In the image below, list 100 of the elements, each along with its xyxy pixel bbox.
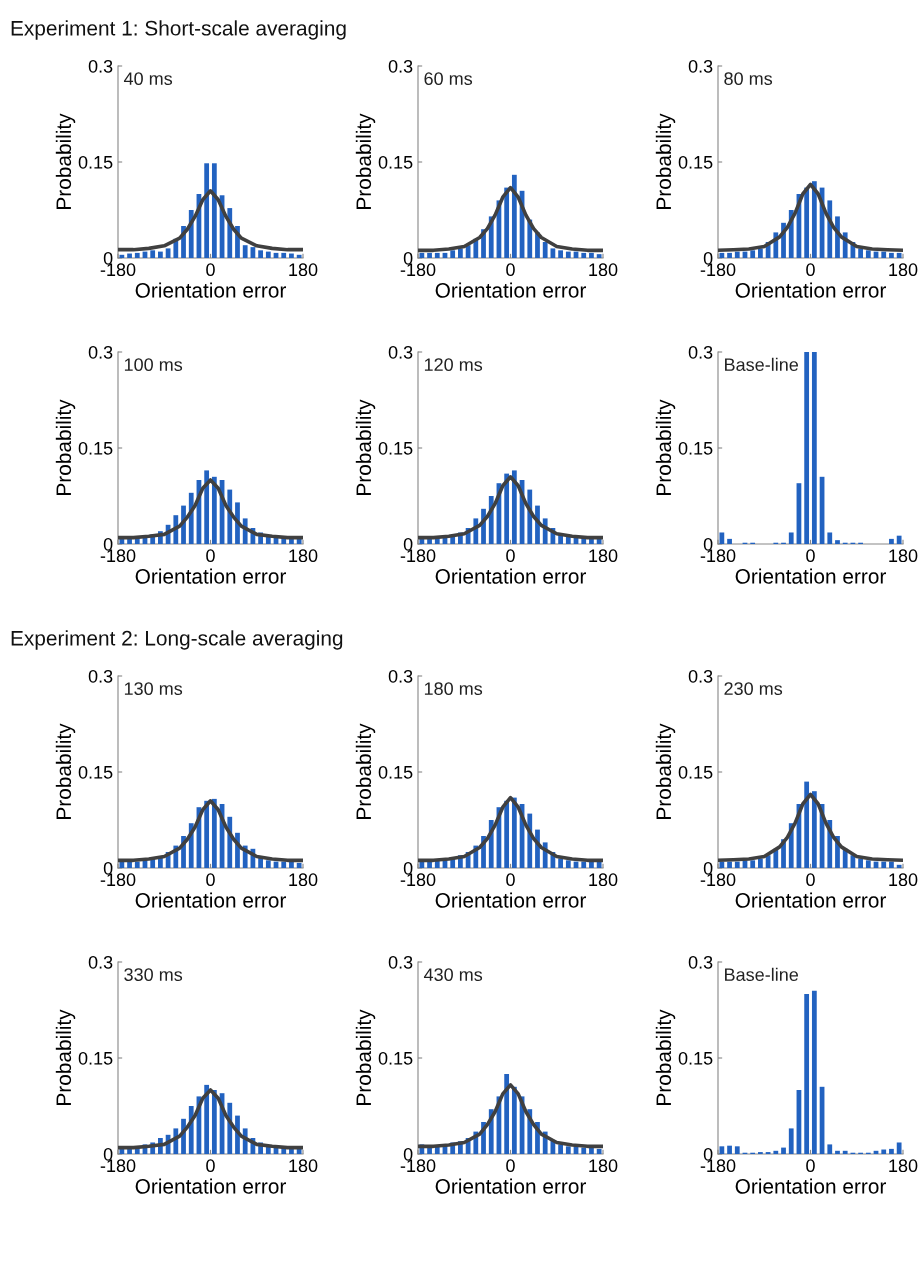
- chart-title: Base-line: [725, 967, 799, 982]
- x-tick-label: 0: [806, 549, 815, 563]
- x-axis-title: Orientation error: [735, 568, 886, 584]
- y-tick-label: 0: [103, 537, 113, 551]
- y-tick-label: 0.15: [78, 155, 113, 169]
- y-tick-label: 0.3: [688, 955, 713, 969]
- x-tick-label: 0: [806, 263, 815, 277]
- y-tick-label: 0.15: [678, 155, 713, 169]
- y-tick-label: 0.15: [78, 765, 113, 779]
- text: Experiment 2: Long-scale averaging: [11, 630, 343, 650]
- text: Experiment 1: Short-scale averaging: [11, 20, 346, 40]
- chart-title: 80 ms: [724, 72, 773, 86]
- x-tick-label: -180: [400, 263, 436, 277]
- x-tick-label: -180: [400, 1159, 436, 1173]
- y-tick-label: 0.15: [78, 1051, 113, 1065]
- y-axis-title: Probability: [55, 1009, 76, 1105]
- y-tick-label: 0: [703, 537, 713, 551]
- y-tick-label: 0: [403, 861, 413, 875]
- y-axis-title: Probability: [355, 723, 376, 819]
- y-axis-title: Probability: [355, 1009, 376, 1105]
- x-tick-label: 0: [506, 263, 515, 277]
- y-tick-label: 0: [703, 861, 713, 875]
- y-tick-label: 0.3: [88, 669, 113, 683]
- chart-title: 60 ms: [424, 72, 473, 86]
- y-tick-label: 0.3: [388, 345, 413, 359]
- x-tick-label: -180: [100, 263, 136, 277]
- y-axis-title: Probability: [655, 399, 676, 495]
- x-tick-label: 180: [289, 263, 318, 277]
- x-tick-label: 180: [889, 549, 918, 563]
- x-tick-label: 180: [289, 1159, 318, 1173]
- x-tick-label: 0: [806, 873, 815, 887]
- chart-title: 130 ms: [124, 682, 183, 696]
- x-axis-title: Orientation error: [135, 1178, 286, 1194]
- x-tick-label: 0: [506, 1159, 515, 1173]
- x-tick-label: -180: [700, 263, 736, 277]
- y-tick-label: 0: [403, 537, 413, 551]
- y-tick-label: 0.15: [378, 155, 413, 169]
- x-tick-label: -180: [700, 1159, 736, 1173]
- y-axis-title: Probability: [55, 399, 76, 495]
- x-tick-label: 0: [506, 549, 515, 563]
- y-tick-label: 0.15: [378, 765, 413, 779]
- x-tick-label: -180: [400, 873, 436, 887]
- y-tick-label: 0.3: [88, 955, 113, 969]
- x-axis-title: Orientation error: [435, 568, 586, 584]
- y-tick-label: 0.15: [78, 441, 113, 455]
- x-tick-label: 180: [589, 263, 618, 277]
- x-axis-title: Orientation error: [135, 892, 286, 908]
- x-tick-label: 180: [889, 873, 918, 887]
- x-tick-label: -180: [100, 873, 136, 887]
- x-axis-title: Orientation error: [435, 892, 586, 908]
- y-tick-label: 0.15: [678, 441, 713, 455]
- y-axis-title: Probability: [655, 723, 676, 819]
- x-tick-label: 180: [889, 1159, 918, 1173]
- y-tick-label: 0.3: [388, 59, 413, 73]
- y-axis-title: Probability: [55, 113, 76, 209]
- y-tick-label: 0.15: [678, 1051, 713, 1065]
- y-tick-label: 0.15: [378, 1051, 413, 1065]
- x-tick-label: 0: [206, 263, 215, 277]
- y-tick-label: 0: [403, 1147, 413, 1161]
- y-tick-label: 0: [103, 861, 113, 875]
- x-tick-label: 0: [506, 873, 515, 887]
- chart-title: 120 ms: [424, 358, 483, 372]
- x-axis-title: Orientation error: [435, 1178, 586, 1194]
- y-tick-label: 0.15: [378, 441, 413, 455]
- chart-title: Base-line: [725, 357, 799, 372]
- x-tick-label: -180: [400, 549, 436, 563]
- y-tick-label: 0.15: [678, 765, 713, 779]
- x-tick-label: 180: [589, 873, 618, 887]
- chart-title: 180 ms: [424, 682, 483, 696]
- x-axis-title: Orientation error: [135, 282, 286, 298]
- chart-title: 430 ms: [423, 968, 483, 982]
- y-axis-title: Probability: [655, 1009, 676, 1105]
- y-tick-label: 0: [103, 1147, 113, 1161]
- x-tick-label: 0: [206, 1159, 215, 1173]
- x-axis-title: Orientation error: [135, 568, 286, 584]
- y-tick-label: 0.3: [688, 345, 713, 359]
- x-tick-label: 180: [589, 1159, 618, 1173]
- x-tick-label: -180: [100, 1159, 136, 1173]
- x-axis-title: Orientation error: [735, 282, 886, 298]
- x-axis-title: Orientation error: [735, 1178, 886, 1194]
- y-axis-title: Probability: [655, 113, 676, 209]
- chart-title: 330 ms: [124, 968, 183, 982]
- x-tick-label: 0: [206, 873, 215, 887]
- x-tick-label: 180: [289, 873, 318, 887]
- y-tick-label: 0: [103, 251, 113, 265]
- y-tick-label: 0: [703, 1147, 713, 1161]
- x-tick-label: 180: [589, 549, 618, 563]
- x-tick-label: -180: [700, 549, 736, 563]
- y-tick-label: 0.3: [388, 955, 413, 969]
- y-tick-label: 0.3: [88, 345, 113, 359]
- x-tick-label: 0: [206, 549, 215, 563]
- x-tick-label: 0: [806, 1159, 815, 1173]
- y-tick-label: 0.3: [688, 669, 713, 683]
- y-axis-title: Probability: [355, 113, 376, 209]
- y-tick-label: 0: [403, 251, 413, 265]
- x-axis-title: Orientation error: [735, 892, 886, 908]
- y-tick-label: 0.3: [388, 669, 413, 683]
- y-tick-label: 0: [703, 251, 713, 265]
- x-axis-title: Orientation error: [435, 282, 586, 298]
- x-tick-label: 180: [289, 549, 318, 563]
